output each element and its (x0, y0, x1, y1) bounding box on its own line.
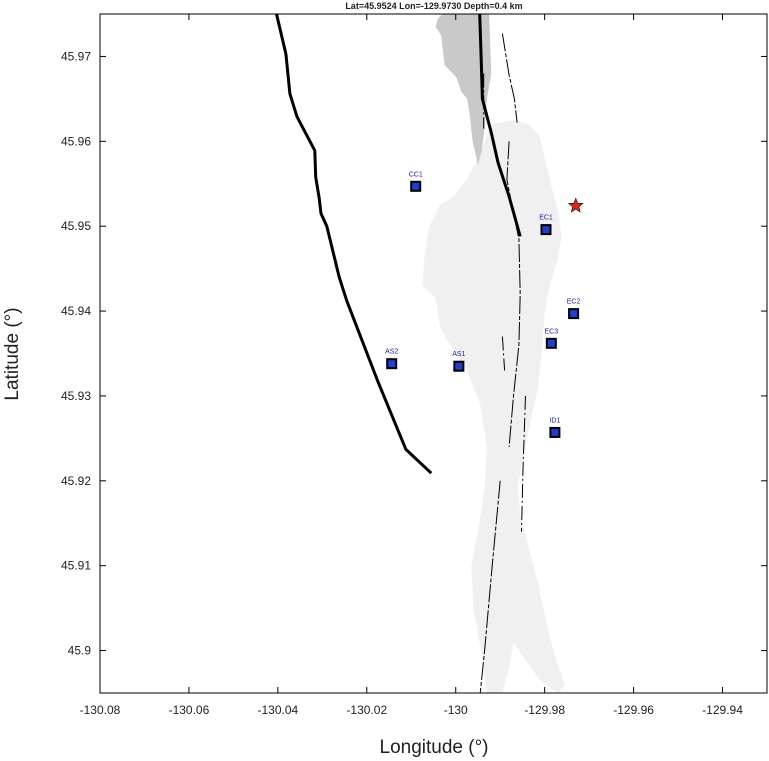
station-fill (551, 428, 559, 436)
x-tick-label: -130.04 (258, 703, 299, 717)
station-label: CC1 (409, 171, 423, 178)
station-cc1[interactable]: CC1 (409, 171, 423, 192)
caldera-rim-west (275, 14, 433, 475)
y-tick-label: 45.91 (61, 559, 91, 573)
y-tick-label: 45.9 (68, 644, 92, 658)
station-fill (412, 182, 420, 190)
station-fill (570, 310, 578, 318)
fault-lines (275, 14, 526, 693)
events (567, 197, 584, 213)
x-tick-label: -129.96 (613, 703, 654, 717)
station-label: EC1 (539, 215, 553, 222)
y-tick-label: 45.95 (61, 219, 91, 233)
fissure-line (501, 33, 518, 123)
x-tick-label: -130.08 (80, 703, 121, 717)
station-fill (455, 362, 463, 370)
x-axis-label: Longitude (°) (380, 737, 489, 758)
fissure-line (501, 336, 506, 371)
station-label: EC3 (545, 328, 559, 335)
fissure-line (521, 395, 526, 532)
x-tick-label: -129.94 (702, 703, 743, 717)
y-axis-label: Latitude (°) (2, 307, 23, 400)
y-tick-label: 45.94 (61, 304, 91, 318)
station-fill (388, 360, 396, 368)
fissure-line (479, 480, 501, 693)
station-label: AS1 (452, 351, 465, 358)
station-as2[interactable]: AS2 (385, 349, 398, 370)
station-as1[interactable]: AS1 (452, 351, 466, 372)
station-label: AS2 (385, 349, 398, 356)
station-ec2[interactable]: EC2 (567, 299, 581, 320)
y-tick-label: 45.96 (61, 134, 91, 148)
x-tick-label: -130.06 (169, 703, 210, 717)
station-fill (542, 226, 550, 234)
y-tick-label: 45.97 (61, 49, 91, 63)
event-star-icon[interactable] (567, 197, 584, 213)
x-tick-label: -129.98 (524, 703, 565, 717)
y-axis-ticks: 45.9 45.91 45.92 45.93 45.94 45.95 45.96 45.97 (61, 49, 767, 658)
x-axis-ticks: -130.08 -130.06 -130.04 -130.02 -130 -129.98 -… (80, 14, 743, 717)
station-ec1[interactable]: EC1 (539, 215, 553, 236)
y-tick-label: 45.93 (61, 389, 91, 403)
plot-area[interactable]: CC1 EC1 EC2 EC3 AS2 AS1 ID1 (100, 14, 767, 693)
lava-flow-light (422, 120, 565, 693)
station-id1[interactable]: ID1 (549, 417, 560, 438)
y-tick-label: 45.92 (61, 474, 91, 488)
station-label: EC2 (567, 299, 581, 306)
x-tick-label: -130 (444, 703, 468, 717)
x-tick-label: -130.02 (346, 703, 387, 717)
lava-flows (422, 14, 565, 693)
lava-flow-dark (435, 14, 492, 166)
station-ec3[interactable]: EC3 (545, 328, 559, 349)
caldera-rim-east (478, 14, 522, 237)
stations: CC1 EC1 EC2 EC3 AS2 AS1 ID1 (385, 171, 580, 438)
map-title: Lat=45.9524 Lon=-129.9730 Depth=0.4 km (345, 1, 522, 11)
station-label: ID1 (549, 417, 560, 424)
fissure-line (506, 141, 521, 447)
plot-frame (99, 13, 768, 694)
station-fill (547, 339, 555, 347)
